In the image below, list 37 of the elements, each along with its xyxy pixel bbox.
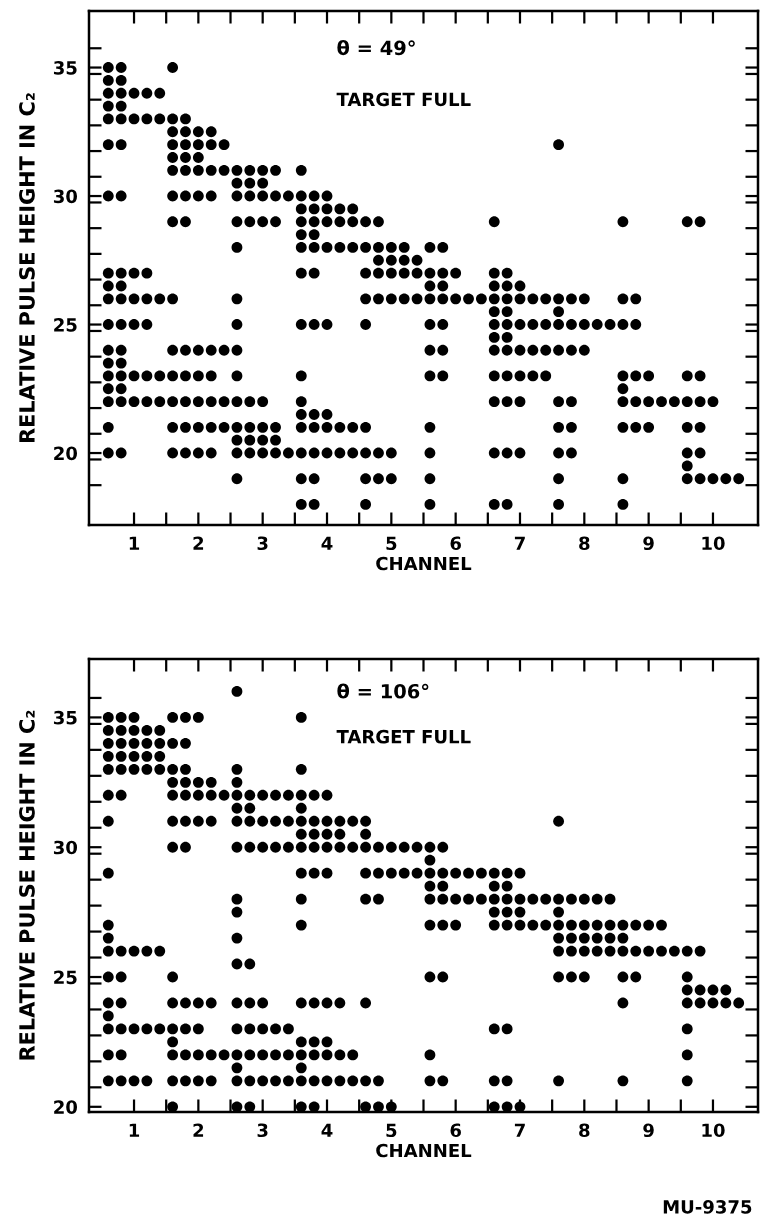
y-tick-label: 25 xyxy=(54,970,77,985)
y-axis-title: RELATIVE PULSE HEIGHT IN C₂ xyxy=(19,93,35,443)
y-tick-label: 35 xyxy=(53,61,77,75)
x-tick-label: 9 xyxy=(643,1123,654,1138)
x-tick-label: 2 xyxy=(193,536,204,550)
x-tick-label: 1 xyxy=(129,1123,140,1137)
x-tick-label: 6 xyxy=(450,536,461,551)
annotation: TARGET FULL xyxy=(336,729,471,744)
y-tick-label: 30 xyxy=(53,189,78,204)
y-tick-label: 20 xyxy=(54,446,78,461)
annotation: θ = 49° xyxy=(337,39,415,56)
y-axis-title: RELATIVE PULSE HEIGHT IN C₂ xyxy=(19,710,35,1060)
x-tick-label: 5 xyxy=(386,536,397,551)
y-tick-label: 35 xyxy=(53,710,77,725)
annotation: θ = 106° xyxy=(337,683,429,699)
x-axis-title: CHANNEL xyxy=(376,1143,472,1158)
annotation: TARGET FULL xyxy=(336,92,471,107)
y-tick-label: 20 xyxy=(54,1100,78,1114)
x-axis-title: CHANNEL xyxy=(376,556,472,571)
x-tick-label: 7 xyxy=(514,1123,525,1137)
x-tick-label: 1 xyxy=(129,536,140,550)
x-tick-label: 7 xyxy=(514,536,525,550)
x-tick-label: 3 xyxy=(257,536,268,551)
y-tick-label: 30 xyxy=(53,840,78,855)
x-tick-label: 2 xyxy=(193,1123,204,1137)
x-tick-label: 8 xyxy=(579,1123,590,1138)
x-tick-label: 10 xyxy=(702,536,725,551)
x-tick-label: 4 xyxy=(321,1123,333,1137)
x-tick-label: 6 xyxy=(450,1123,461,1138)
x-tick-label: 3 xyxy=(257,1123,268,1138)
x-tick-label: 8 xyxy=(579,536,590,551)
x-tick-label: 9 xyxy=(643,536,654,551)
text: MU-9375 xyxy=(663,1200,752,1214)
x-tick-label: 4 xyxy=(321,536,333,550)
x-tick-label: 10 xyxy=(702,1123,725,1138)
y-tick-label: 25 xyxy=(54,318,77,332)
x-tick-label: 5 xyxy=(386,1123,397,1138)
